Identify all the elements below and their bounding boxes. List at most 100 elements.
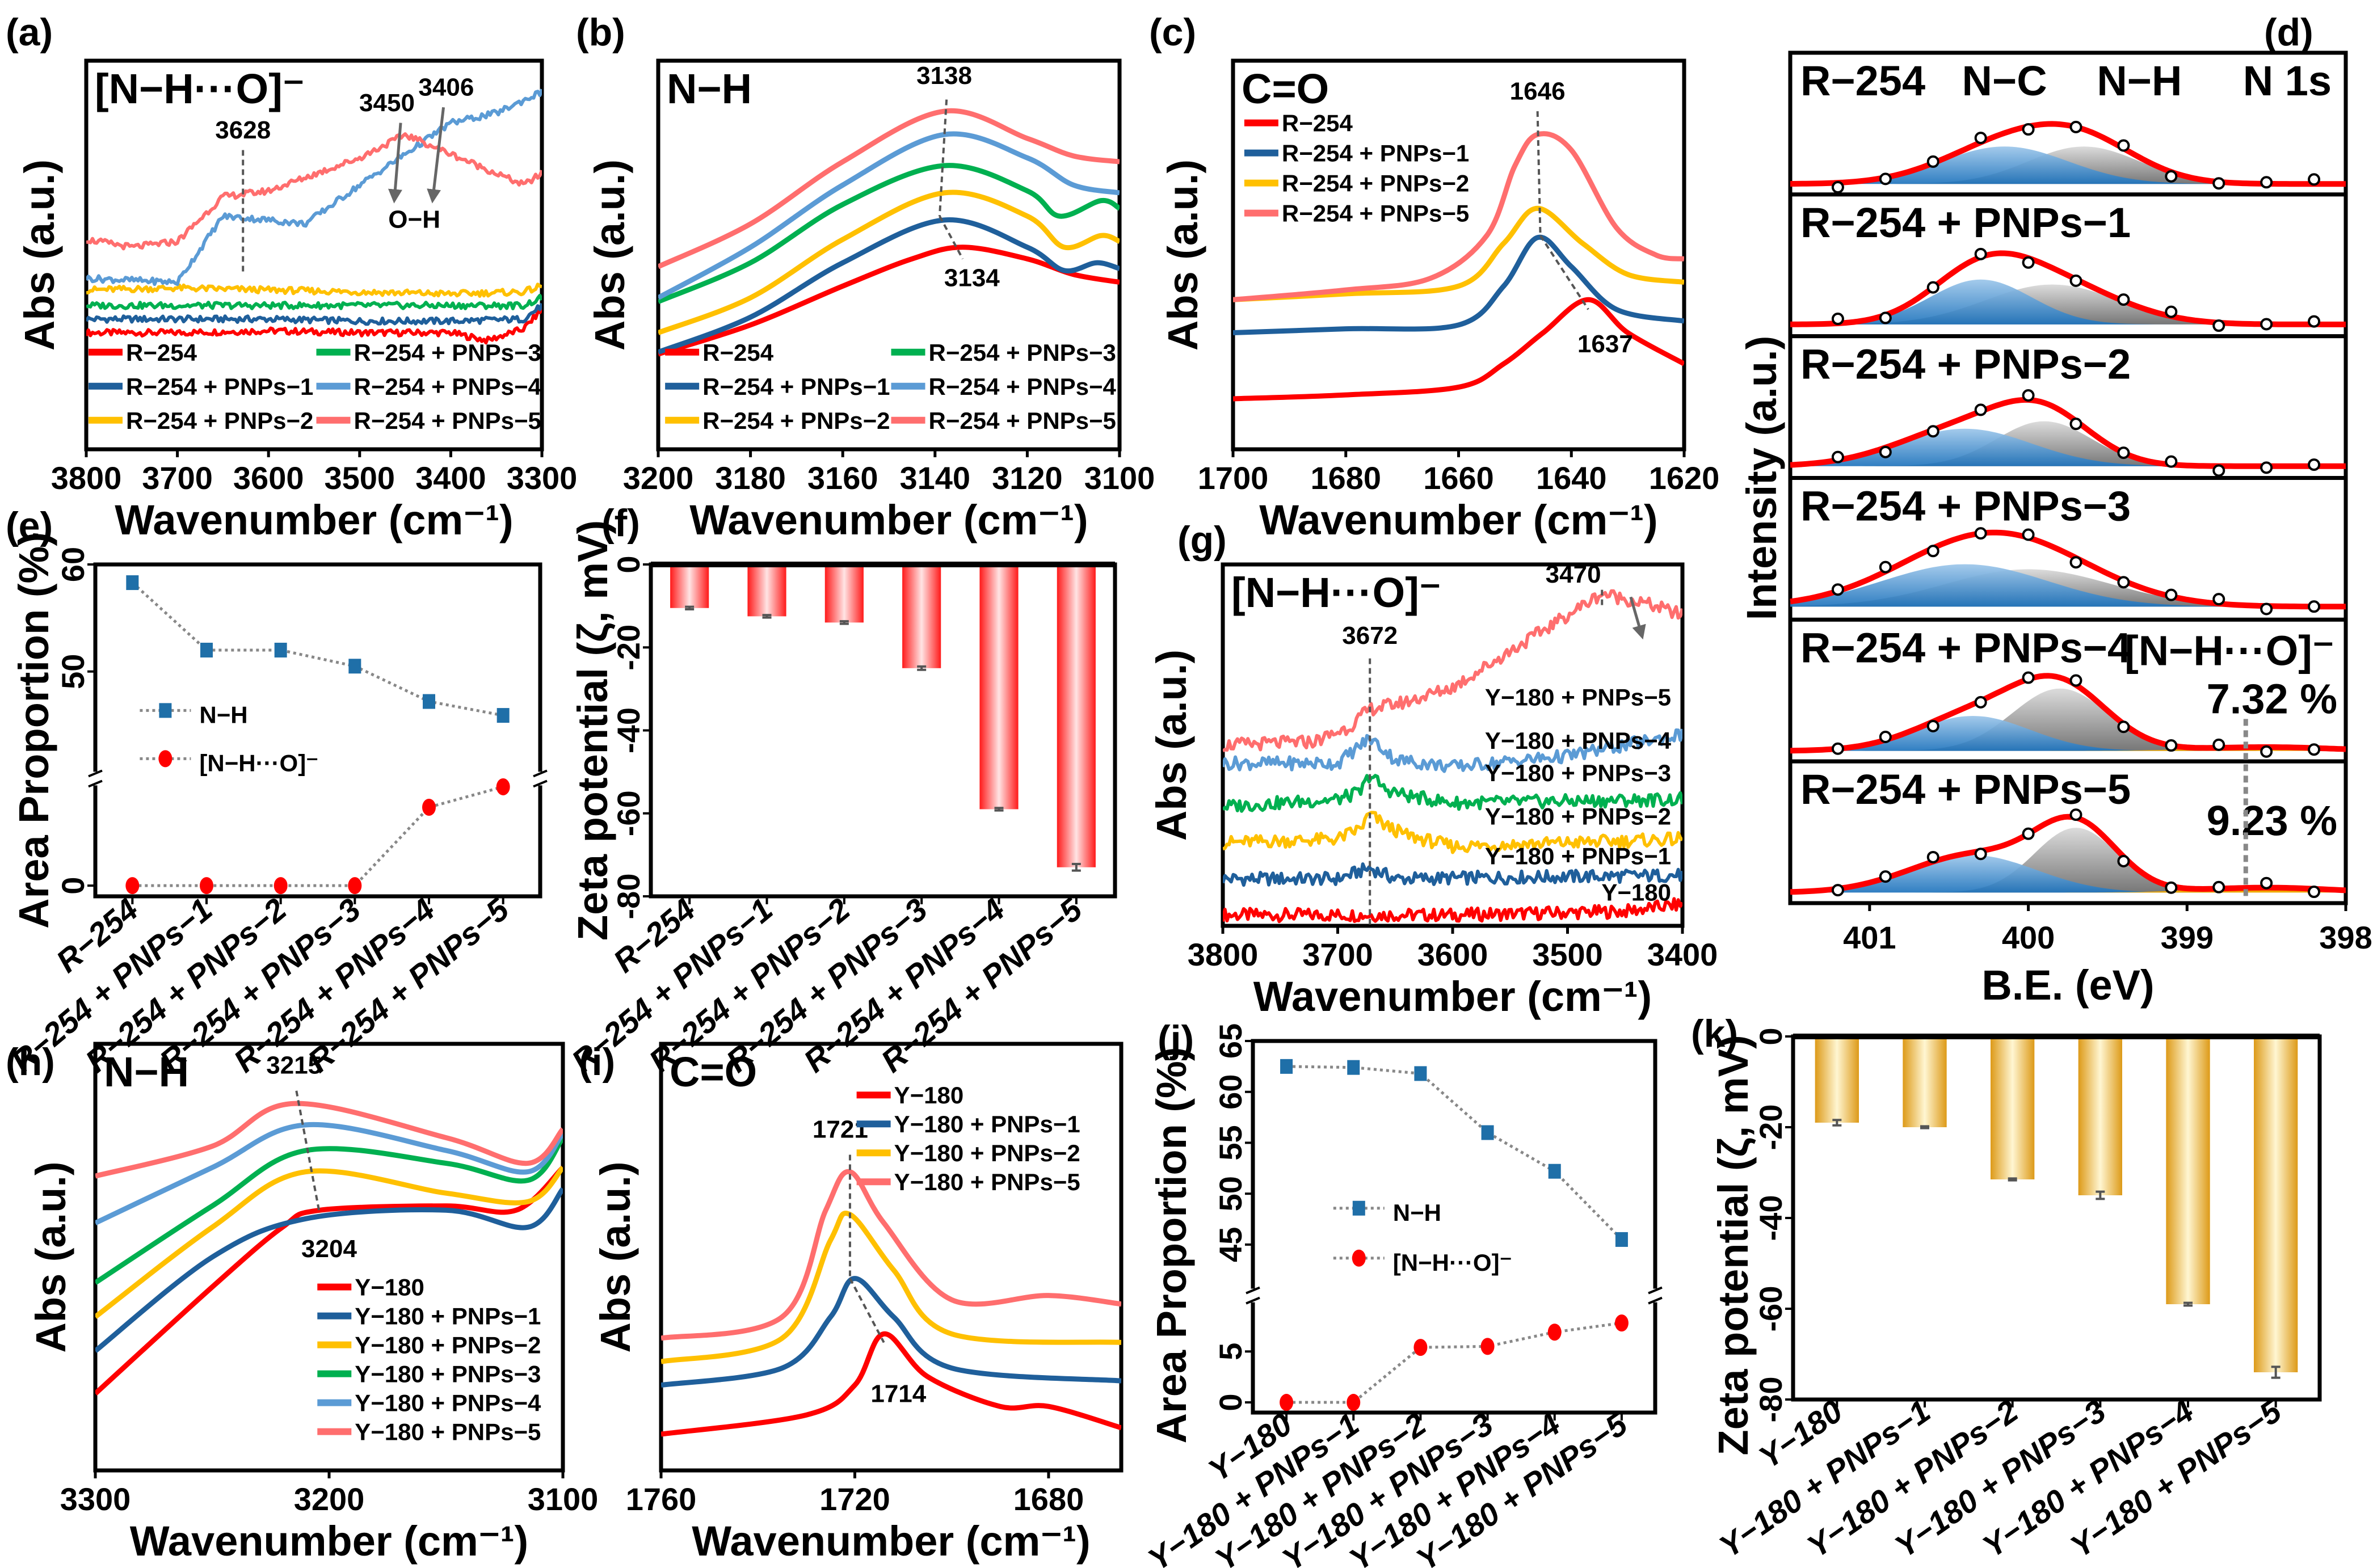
series-group bbox=[95, 1101, 563, 1396]
x-tick-label: 3800 bbox=[1188, 937, 1259, 972]
data-point bbox=[2212, 593, 2225, 606]
x-tick-label: 1700 bbox=[1198, 460, 1269, 496]
data-point bbox=[2308, 173, 2321, 186]
axis-break-mark bbox=[1648, 1296, 1663, 1305]
data-point bbox=[2069, 556, 2082, 569]
series-line bbox=[1223, 728, 1682, 773]
series-line bbox=[95, 1122, 563, 1225]
series-group bbox=[658, 108, 1120, 357]
panel-b: (b) Abs (a.u.) 3200 3180 3160 3140 3120 3100Wav… bbox=[576, 11, 1155, 543]
xps-subpanel: R−254 + PNPs−2 bbox=[1788, 334, 2348, 480]
subpanel-label: R−254 + PNPs−1 bbox=[1800, 199, 2131, 246]
data-point bbox=[200, 877, 213, 895]
series-group bbox=[86, 88, 542, 345]
y-tick-label: 50 bbox=[55, 654, 91, 689]
panel-d: (d) Intensity (a.u.) 401 400 399 398 B.E. (eV)… bbox=[1738, 11, 2372, 1009]
annotation: 3138 bbox=[916, 62, 972, 90]
x-tick-label: 1680 bbox=[1013, 1481, 1084, 1517]
component-peak bbox=[1790, 716, 2346, 751]
series-line bbox=[95, 1165, 563, 1396]
y-axis-title: Abs (a.u.) bbox=[592, 1161, 639, 1352]
data-point bbox=[1280, 1059, 1293, 1074]
data-point bbox=[1879, 172, 1892, 186]
series-line bbox=[661, 1169, 1121, 1341]
series-label: Y−180 + PNPs−1 bbox=[1485, 843, 1671, 870]
data-point bbox=[1831, 742, 1844, 755]
y-tick-label: 50 bbox=[1213, 1176, 1248, 1211]
series-line bbox=[1233, 205, 1684, 302]
panel-title: N−H bbox=[104, 1048, 189, 1095]
x-tick-label: 1720 bbox=[819, 1481, 890, 1517]
annotation: 1714 bbox=[870, 1380, 926, 1408]
panel-j: (j)Area Proportion (%) 054550556065Y−180Y… bbox=[1142, 1018, 1663, 1568]
x-tick-label: 3300 bbox=[60, 1481, 131, 1517]
series-line bbox=[95, 1136, 563, 1285]
y-axis-title: Abs (a.u.) bbox=[27, 1161, 74, 1352]
legend-label: R−254 + PNPs−5 bbox=[354, 407, 541, 434]
legend-label: R−254 + PNPs−1 bbox=[702, 373, 890, 400]
plot-frame bbox=[1791, 1034, 2322, 1402]
y-tick-label: 0 bbox=[55, 877, 91, 895]
component-peak bbox=[1790, 284, 2346, 324]
data-point bbox=[2165, 305, 2178, 318]
legend-item: R−254 + PNPs−5 bbox=[891, 407, 1116, 434]
axis-break-mark bbox=[88, 779, 103, 788]
legend-label: R−254 + PNPs−5 bbox=[929, 407, 1116, 434]
x-tick-label: 3180 bbox=[715, 460, 786, 496]
x-tick-label: 3400 bbox=[1647, 937, 1718, 972]
data-point bbox=[2165, 588, 2178, 601]
legend-label: Y−180 + PNPs−5 bbox=[894, 1169, 1080, 1195]
data-point bbox=[1974, 696, 1987, 709]
data-point bbox=[1831, 450, 1844, 463]
legend-item: R−254 + PNPs−1 bbox=[1244, 140, 1469, 167]
panel-title: [N−H···O]⁻ bbox=[95, 65, 305, 112]
data-point bbox=[2022, 671, 2035, 684]
legend-item: R−254 + PNPs−1 bbox=[89, 373, 313, 400]
series-line bbox=[86, 303, 542, 326]
series-line bbox=[95, 1101, 563, 1179]
data-point bbox=[1831, 313, 1844, 326]
data-point bbox=[2212, 319, 2225, 332]
data-point bbox=[2165, 739, 2178, 752]
panel-g: (g) Abs (a.u.) 3800 3700 3600 3500 3400Wavenum… bbox=[1148, 519, 1718, 1020]
data-point bbox=[2117, 293, 2130, 306]
x-tick-label: 1640 bbox=[1536, 460, 1607, 496]
data-point bbox=[1926, 850, 1939, 863]
data-point bbox=[2117, 720, 2130, 734]
panel-label: (f) bbox=[601, 501, 640, 545]
legend-item: [N−H···O]⁻ bbox=[1333, 1249, 1512, 1276]
legend-label: R−254 bbox=[1282, 110, 1353, 137]
legend-item: R−254 + PNPs−1 bbox=[665, 373, 890, 400]
data-point bbox=[1280, 1394, 1294, 1411]
annotation: 3470 bbox=[1546, 560, 1601, 588]
data-point bbox=[1879, 560, 1892, 574]
series-group bbox=[661, 1169, 1121, 1437]
data-point bbox=[1926, 281, 1939, 294]
y-tick-label: 5 bbox=[1213, 1343, 1248, 1360]
annotation: O−H bbox=[388, 206, 440, 234]
legend-marker bbox=[158, 750, 172, 768]
legend-label: N−H bbox=[1393, 1199, 1441, 1226]
data-point bbox=[2069, 418, 2082, 431]
series-line bbox=[1223, 897, 1682, 924]
legend-label: Y−180 bbox=[355, 1274, 424, 1301]
panel-a: (a) Abs (a.u.) 3800 3700 3600 3500 3400 3300Wav… bbox=[6, 11, 577, 543]
series-label: Y−180 + PNPs−4 bbox=[1485, 727, 1672, 754]
legend-label: R−254 + PNPs−4 bbox=[354, 373, 542, 400]
data-point bbox=[1481, 1125, 1494, 1140]
y-tick-label: 60 bbox=[1213, 1074, 1248, 1110]
guide-line bbox=[938, 99, 948, 217]
series-label: Y−180 + PNPs−2 bbox=[1485, 803, 1671, 830]
y-axis-title: Intensity (a.u.) bbox=[1738, 336, 1785, 621]
data-point bbox=[1926, 425, 1939, 438]
legend-item: Y−180 + PNPs−3 bbox=[317, 1361, 541, 1388]
series-line bbox=[661, 1276, 1121, 1388]
series-line bbox=[661, 1331, 1121, 1437]
data-point bbox=[423, 694, 435, 709]
legend-item: R−254 + PNPs−3 bbox=[891, 339, 1116, 366]
legend-label: Y−180 + PNPs−3 bbox=[355, 1361, 541, 1388]
y-tick-label: -40 bbox=[1753, 1195, 1789, 1241]
data-point bbox=[2117, 446, 2130, 460]
